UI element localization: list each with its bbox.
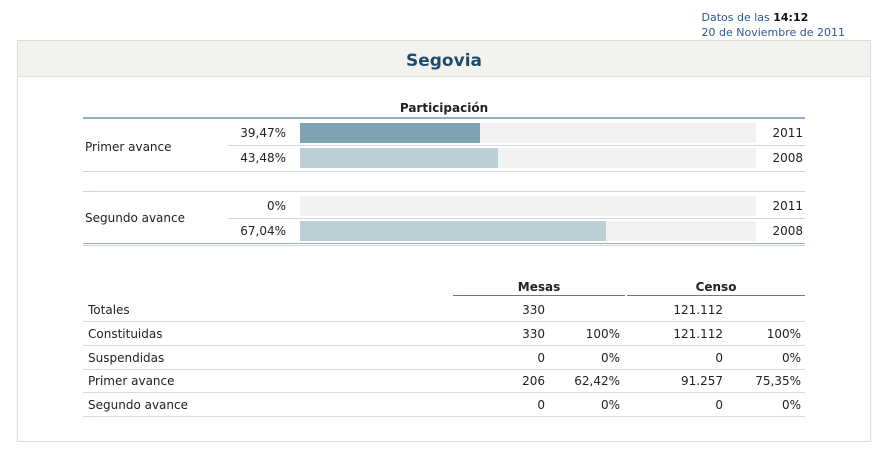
row-label: Segundo avance bbox=[88, 398, 188, 412]
group-top-rule bbox=[83, 117, 805, 119]
participation-row: 39,47% 2011 bbox=[228, 121, 805, 145]
censo-value: 121.112 bbox=[673, 327, 723, 341]
participation-bar bbox=[300, 148, 499, 168]
datos-prefix: Datos de las bbox=[701, 11, 770, 24]
group-bottom-rule bbox=[83, 171, 805, 172]
participation-bar-track bbox=[300, 221, 756, 241]
row-label: Suspendidas bbox=[88, 351, 165, 365]
participation-row: 43,48% 2008 bbox=[228, 146, 805, 170]
table-row: Primer avance 206 62,42% 91.257 75,35% bbox=[83, 369, 805, 393]
censo-value: 0 bbox=[715, 398, 723, 412]
row-separator bbox=[228, 145, 805, 146]
participation-year: 2011 bbox=[772, 199, 803, 213]
update-info: Datos de las 14:12 20 de Noviembre de 20… bbox=[701, 10, 845, 40]
row-label: Constituidas bbox=[88, 327, 163, 341]
group-bottom-rule bbox=[83, 243, 805, 244]
col-header-censo: Censo bbox=[695, 280, 737, 294]
mesas-value: 330 bbox=[522, 303, 545, 317]
table-row: Segundo avance 0 0% 0 0% bbox=[83, 393, 805, 417]
participation-pct: 43,48% bbox=[240, 151, 286, 165]
panel-title: Segovia bbox=[405, 51, 482, 71]
participation-bar-track bbox=[300, 123, 756, 143]
censo-pct: 0% bbox=[781, 398, 801, 412]
group-bottom-rule-2 bbox=[83, 245, 805, 246]
mesas-pct: 0% bbox=[600, 398, 620, 412]
group-label: Primer avance bbox=[85, 140, 172, 154]
censo-pct: 100% bbox=[766, 327, 801, 341]
censo-value: 0 bbox=[715, 351, 723, 365]
table-row: Totales 330 121.112 bbox=[83, 298, 805, 322]
col-header-mesas: Mesas bbox=[517, 280, 561, 294]
update-date: 20 de Noviembre de 2011 bbox=[701, 26, 845, 39]
participation-year: 2011 bbox=[772, 126, 803, 140]
participation-row: 0% 2011 bbox=[228, 194, 805, 218]
row-label: Primer avance bbox=[88, 374, 175, 388]
row-label: Totales bbox=[88, 303, 130, 317]
censo-pct: 0% bbox=[781, 351, 801, 365]
participation-pct: 67,04% bbox=[240, 224, 286, 238]
group-label: Segundo avance bbox=[85, 211, 185, 225]
mesas-pct: 62,42% bbox=[574, 374, 620, 388]
participation-bar bbox=[300, 221, 606, 241]
panel-header: Segovia bbox=[18, 41, 870, 77]
participation-pct: 39,47% bbox=[240, 126, 286, 140]
results-panel: Segovia Participación Primer avance 39,4… bbox=[17, 40, 871, 442]
mesas-value: 0 bbox=[537, 351, 545, 365]
participation-row: 67,04% 2008 bbox=[228, 219, 805, 243]
group-top-rule bbox=[83, 191, 805, 192]
table-row: Constituidas 330 100% 121.112 100% bbox=[83, 322, 805, 346]
participacion-title: Participación bbox=[399, 101, 489, 115]
censo-value: 91.257 bbox=[681, 374, 723, 388]
table-row: Suspendidas 0 0% 0 0% bbox=[83, 346, 805, 370]
censo-pct: 75,35% bbox=[755, 374, 801, 388]
mesas-value: 0 bbox=[537, 398, 545, 412]
participation-group-primer: Primer avance 39,47% 2011 43,48% 2008 bbox=[83, 117, 805, 177]
participation-pct: 0% bbox=[266, 199, 286, 213]
censo-value: 121.112 bbox=[673, 303, 723, 317]
mesas-pct: 100% bbox=[585, 327, 620, 341]
participation-bar bbox=[300, 123, 480, 143]
participation-group-segundo: Segundo avance 0% 2011 67,04% 2008 bbox=[83, 191, 805, 251]
mesas-value: 330 bbox=[522, 327, 545, 341]
header-rule-mesas bbox=[453, 295, 625, 296]
header-rule-censo bbox=[627, 295, 805, 296]
mesas-pct: 0% bbox=[600, 351, 620, 365]
row-separator bbox=[228, 218, 805, 219]
mesas-value: 206 bbox=[522, 374, 545, 388]
participation-bar-track bbox=[300, 148, 756, 168]
participation-year: 2008 bbox=[772, 224, 803, 238]
participation-year: 2008 bbox=[772, 151, 803, 165]
update-time: 14:12 bbox=[773, 11, 809, 24]
participation-bar-track bbox=[300, 196, 756, 216]
